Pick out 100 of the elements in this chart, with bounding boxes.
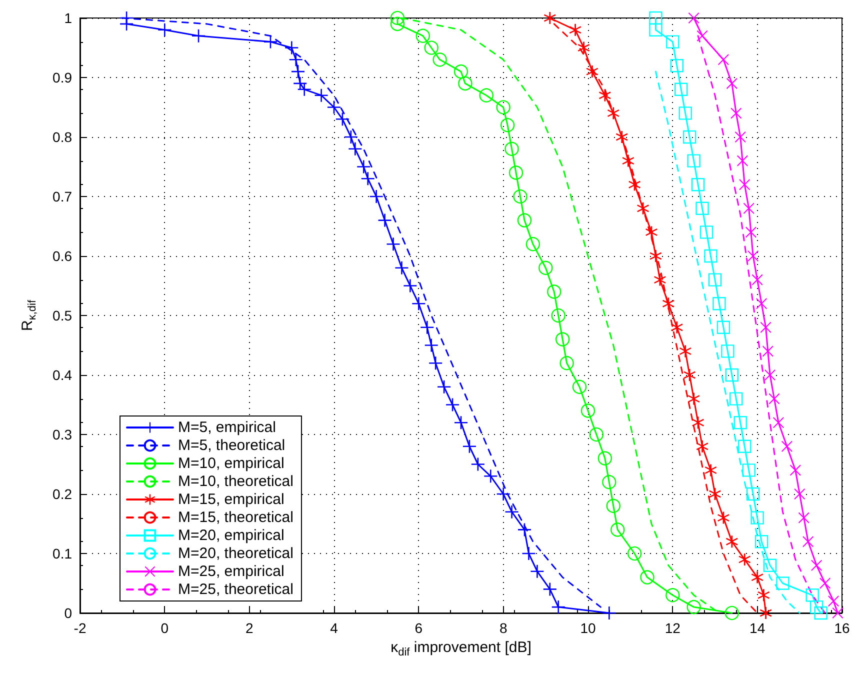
point [479,88,494,102]
point [768,393,780,404]
point [763,558,777,572]
point [454,416,468,430]
legend-label: M=10, empirical [178,455,284,472]
point [395,261,408,274]
point [742,464,756,477]
x-tick-label: 2 [245,620,254,636]
point [610,522,625,537]
point [674,82,688,96]
x-tick-label: 12 [664,620,681,636]
point [616,131,628,143]
point [730,392,743,406]
point [578,42,590,54]
point [556,332,570,346]
y-tick-label: 0.9 [52,70,72,86]
point [696,202,709,215]
point [794,488,806,500]
point [378,214,392,227]
point [551,308,566,323]
point [390,16,405,32]
point [627,546,642,561]
point [560,356,574,370]
point [814,606,828,620]
point [754,535,768,548]
y-tick-label: 0.8 [52,129,72,145]
point [654,274,666,286]
point [708,273,722,286]
point [289,53,302,66]
point [569,24,582,36]
point [752,274,763,286]
legend-label: M=5, theoretical [178,437,286,454]
y-axis-title: Rκ,dif [19,299,38,332]
y-tick-label: 0.2 [52,486,72,502]
point [589,427,604,442]
point [687,154,700,168]
point [726,536,738,548]
point [586,66,598,78]
point [666,588,680,602]
legend-label: M=20, empirical [178,527,284,544]
point [717,512,730,524]
point [496,100,510,114]
legend-label: M=15, theoretical [178,509,294,526]
x-tick-label: 6 [414,620,423,636]
point [746,487,760,501]
point [691,178,705,192]
y-tick-label: 0.6 [52,248,72,264]
point [790,464,801,476]
point [810,600,824,614]
x-tick-label: 0 [160,620,169,636]
legend-label: M=10, theoretical [178,473,294,490]
point [781,440,792,452]
point [751,571,764,584]
legend-label: M=15, empirical [178,491,284,508]
point [606,498,620,513]
point [670,321,683,334]
point [530,564,544,578]
y-tick-label: 0.4 [52,367,72,383]
point [285,41,298,54]
point [650,250,662,262]
point [390,10,405,26]
point [348,142,362,156]
point [764,370,776,380]
point [683,130,696,144]
point [762,346,774,357]
point [725,368,739,382]
point [776,576,790,590]
legend-label: M=25, theoretical [178,581,294,598]
x-tick-label: 16 [834,620,850,636]
point [336,112,349,126]
point [738,553,751,566]
point [688,12,700,24]
point [552,600,565,614]
point [743,202,754,214]
point [700,226,714,239]
point [429,356,442,370]
point [526,237,540,252]
point [758,589,770,602]
point [828,596,840,607]
point [734,132,746,142]
point [518,523,531,536]
point [692,416,704,429]
point [646,226,658,238]
y-tick-label: 0.7 [52,188,72,204]
point [158,23,172,36]
point [730,108,742,119]
x-tick-label: 4 [330,620,338,636]
x-tick-label: -2 [74,620,86,636]
point [522,547,536,560]
point [192,29,206,42]
point [544,12,556,24]
point [424,40,438,55]
point [328,100,340,114]
point [773,417,784,428]
legend-label: M=20, theoretical [178,545,294,562]
point [361,172,374,186]
y-tick-label: 1 [64,10,72,26]
point [314,88,328,102]
point [726,78,738,89]
point [432,52,447,67]
